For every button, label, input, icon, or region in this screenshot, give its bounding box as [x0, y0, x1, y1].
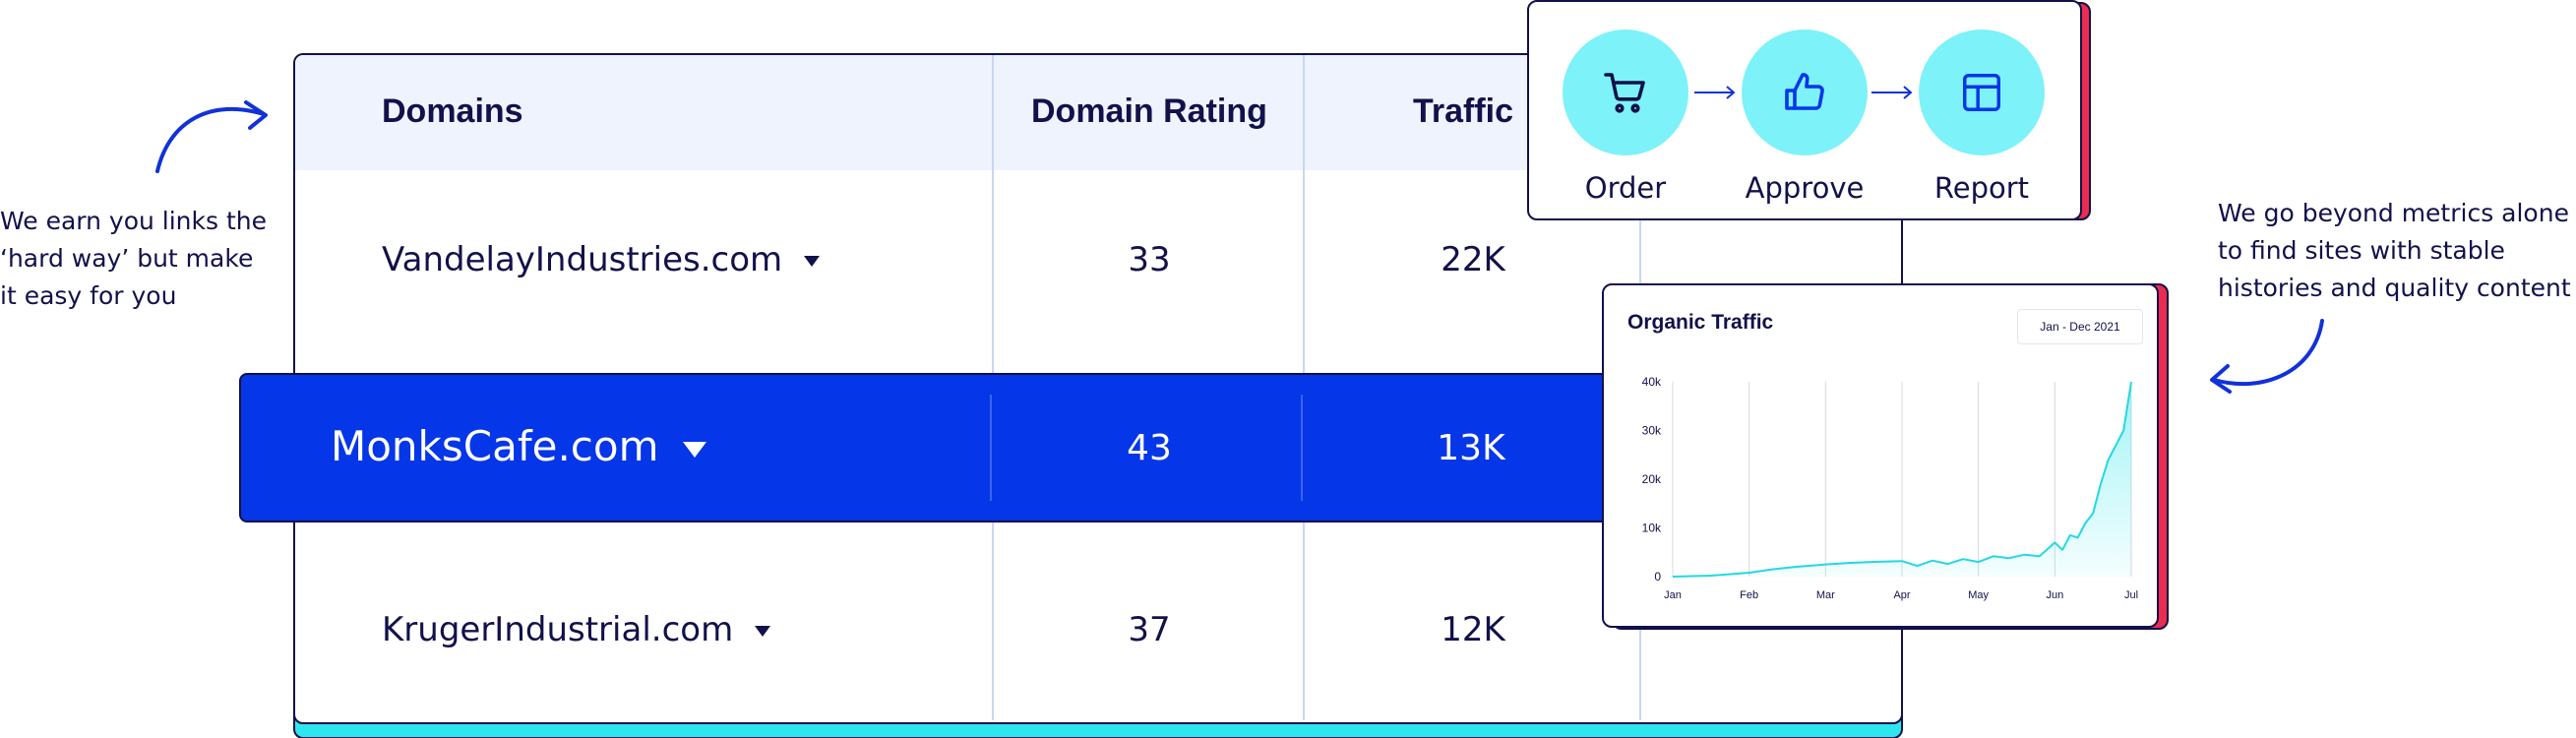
x-tick-label: Jun [2046, 589, 2063, 601]
thumbs-up-icon [1785, 73, 1824, 110]
curved-arrow-left-icon [155, 100, 268, 173]
chart-title: Organic Traffic [1627, 311, 1774, 334]
domain-rating-value: 43 [1127, 428, 1172, 468]
curved-arrow-right-icon [2210, 319, 2324, 394]
workflow-card: Order Approve Report [1527, 0, 2082, 220]
x-tick-label: Apr [1893, 589, 1910, 601]
step-report[interactable]: Report [1919, 30, 2045, 205]
step-label: Order [1584, 171, 1667, 205]
left-note-line: We earn you links the [0, 207, 268, 235]
arrow-right-icon [1871, 86, 1913, 99]
y-tick-label: 10k [1642, 522, 1662, 535]
domain-rating-value: 33 [1128, 240, 1171, 279]
series-line [1672, 381, 2132, 578]
y-tick-label: 30k [1642, 424, 1662, 438]
table-row-domain[interactable]: KrugerIndustrial.com [382, 610, 771, 649]
organic-traffic-card: Organic Traffic Jan - Dec 2021 Jan Feb Mar… [1602, 283, 2159, 628]
y-tick-label: 0 [1654, 570, 1661, 584]
x-tick-label: Mar [1816, 589, 1835, 601]
left-note: We earn you links the ‘hard way’ but mak… [0, 203, 276, 315]
report-layout-icon [1963, 74, 2000, 111]
caret-down-icon[interactable] [804, 256, 821, 267]
x-tick-label: Jan [1664, 589, 1682, 601]
traffic-value: 22K [1441, 240, 1505, 279]
domain-rating-value: 37 [1128, 610, 1171, 649]
traffic-value: 13K [1437, 428, 1505, 468]
arrow-right-icon [1694, 86, 1736, 99]
left-note-line: it easy for you [0, 281, 177, 310]
highlighted-domain[interactable]: MonksCafe.com [331, 422, 706, 470]
right-note-line: We go beyond metrics alone [2218, 199, 2569, 227]
x-tick-label: May [1968, 589, 1989, 601]
caret-down-icon[interactable] [682, 441, 706, 458]
caret-down-icon[interactable] [755, 626, 771, 637]
step-circle [1742, 30, 1868, 155]
step-label: Report [1933, 171, 2030, 205]
traffic-value: 12K [1441, 610, 1505, 649]
step-circle [1919, 30, 2045, 155]
step-label: Approve [1745, 171, 1865, 205]
header-domain-rating[interactable]: Domain Rating [1031, 92, 1267, 130]
column-divider [1301, 395, 1303, 501]
x-tick-label: Feb [1740, 589, 1758, 601]
left-note-line: ‘hard way’ but make [0, 244, 254, 273]
domain-label: MonksCafe.com [331, 422, 659, 470]
right-note-line: histories and quality content [2218, 274, 2571, 302]
cart-icon [1604, 73, 1645, 113]
organic-traffic-chart: Jan Feb Mar Apr May Jun Jul 0 10k 20k 30k 40k [1642, 375, 2138, 601]
y-tick-label: 20k [1642, 472, 1662, 486]
series-area [1673, 382, 2131, 577]
step-approve[interactable]: Approve [1742, 30, 1868, 205]
header-domains[interactable]: Domains [382, 92, 523, 130]
step-circle [1563, 30, 1688, 155]
table-row-highlighted[interactable]: MonksCafe.com 43 13K [239, 373, 1656, 523]
right-note: We go beyond metrics alone to find sites… [2218, 195, 2576, 307]
header-traffic[interactable]: Traffic [1413, 92, 1514, 130]
table-row-domain[interactable]: VandelayIndustries.com [382, 240, 821, 279]
right-note-line: to find sites with stable [2218, 236, 2505, 265]
column-divider [990, 395, 992, 501]
y-tick-label: 40k [1642, 375, 1662, 389]
x-tick-label: Jul [2124, 589, 2138, 601]
step-order[interactable]: Order [1563, 30, 1688, 205]
date-range-select[interactable]: Jan - Dec 2021 [2017, 309, 2143, 344]
domain-label: KrugerIndustrial.com [382, 610, 734, 649]
domain-label: VandelayIndustries.com [382, 240, 783, 279]
